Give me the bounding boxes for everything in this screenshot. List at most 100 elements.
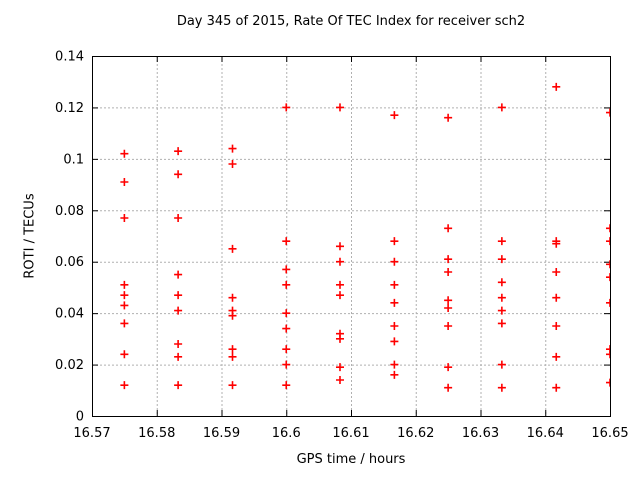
data-point-marker: [174, 352, 183, 361]
y-tick-label: 0: [76, 410, 84, 425]
x-tick-label: 16.6: [272, 426, 301, 441]
data-point-marker: [552, 239, 561, 248]
data-point-marker: [390, 257, 399, 266]
data-point-marker: [282, 237, 291, 246]
x-tick-label: 16.57: [73, 426, 110, 441]
data-point-marker: [174, 381, 183, 390]
tick-marks: [92, 56, 611, 417]
data-point-marker: [335, 103, 344, 112]
data-point-marker: [120, 350, 129, 359]
data-point-marker: [282, 381, 291, 390]
data-point-marker: [444, 363, 453, 372]
data-point-marker: [606, 108, 610, 117]
data-point-marker: [606, 260, 610, 269]
x-tick-label: 16.65: [591, 426, 628, 441]
chart-title: Day 345 of 2015, Rate Of TEC Index for r…: [176, 14, 526, 29]
data-point-marker: [552, 293, 561, 302]
data-point-marker: [120, 280, 129, 289]
data-point-marker: [552, 383, 561, 392]
y-tick-label: 0.06: [55, 255, 84, 270]
data-point-marker: [120, 319, 129, 328]
data-point-marker: [335, 291, 344, 300]
data-point-marker: [497, 278, 506, 287]
data-points: [120, 82, 610, 392]
data-point-marker: [120, 301, 129, 310]
data-point-marker: [282, 265, 291, 274]
data-point-marker: [228, 352, 237, 361]
data-point-marker: [444, 322, 453, 330]
data-point-marker: [444, 304, 453, 312]
data-point-marker: [282, 280, 291, 289]
data-point-marker: [444, 113, 453, 122]
data-point-marker: [228, 311, 237, 320]
data-point-marker: [335, 280, 344, 289]
data-point-marker: [444, 224, 453, 233]
data-point-marker: [174, 214, 183, 222]
y-tick-label: 0.02: [55, 358, 84, 373]
data-point-marker: [606, 273, 610, 282]
data-point-marker: [444, 255, 453, 264]
data-point-marker: [497, 306, 506, 315]
tick-labels: 0 0.02 0.04 0.06 0.08 0.1 0.12 0.14 16.57 16.58 16…: [55, 50, 629, 442]
gridlines: [92, 56, 610, 416]
data-point-marker: [390, 298, 399, 307]
data-point-marker: [497, 237, 506, 246]
y-tick-label: 0.12: [55, 101, 84, 116]
x-tick-label: 16.59: [203, 426, 240, 441]
data-point-marker: [120, 149, 129, 158]
y-tick-label: 0.14: [55, 50, 84, 65]
data-point-marker: [552, 82, 561, 91]
data-point-marker: [390, 280, 399, 289]
data-point-marker: [228, 144, 237, 153]
y-tick-label: 0.08: [55, 204, 84, 219]
data-point-marker: [282, 309, 291, 318]
x-tick-label: 16.58: [138, 426, 175, 441]
data-point-marker: [606, 237, 610, 246]
data-point-marker: [444, 296, 453, 305]
data-point-marker: [497, 360, 506, 369]
data-point-marker: [606, 378, 610, 387]
data-point-marker: [390, 337, 399, 346]
x-tick-label: 16.62: [397, 426, 434, 441]
data-point-marker: [606, 224, 610, 233]
data-point-marker: [282, 345, 291, 354]
y-tick-label: 0.1: [63, 152, 84, 167]
data-point-marker: [228, 293, 237, 302]
data-point-marker: [497, 319, 506, 328]
data-point-marker: [174, 340, 183, 348]
data-point-marker: [497, 255, 506, 264]
data-point-marker: [390, 322, 399, 330]
data-point-marker: [174, 291, 183, 300]
data-point-marker: [552, 322, 561, 330]
data-point-marker: [606, 345, 610, 354]
data-point-marker: [228, 244, 237, 253]
data-point-marker: [390, 360, 399, 369]
y-tick-label: 0.04: [55, 307, 84, 322]
data-point-marker: [174, 306, 183, 315]
data-point-marker: [444, 383, 453, 392]
data-point-marker: [335, 376, 344, 384]
data-point-marker: [228, 345, 237, 354]
data-point-marker: [120, 381, 129, 390]
data-point-marker: [606, 298, 610, 307]
data-point-marker: [444, 268, 453, 276]
data-point-marker: [497, 293, 506, 302]
data-point-marker: [282, 324, 291, 333]
x-axis-label: GPS time / hours: [296, 452, 406, 467]
data-point-marker: [174, 147, 183, 156]
data-point-marker: [390, 237, 399, 246]
data-point-marker: [335, 257, 344, 266]
data-point-marker: [335, 334, 344, 343]
data-point-marker: [390, 370, 399, 379]
data-point-marker: [120, 178, 129, 186]
data-point-marker: [335, 363, 344, 372]
data-point-marker: [497, 103, 506, 112]
data-point-marker: [390, 111, 399, 120]
data-point-marker: [497, 383, 506, 392]
x-tick-label: 16.64: [527, 426, 564, 441]
data-point-marker: [552, 268, 561, 276]
data-point-marker: [606, 350, 610, 359]
data-point-marker: [335, 242, 344, 251]
